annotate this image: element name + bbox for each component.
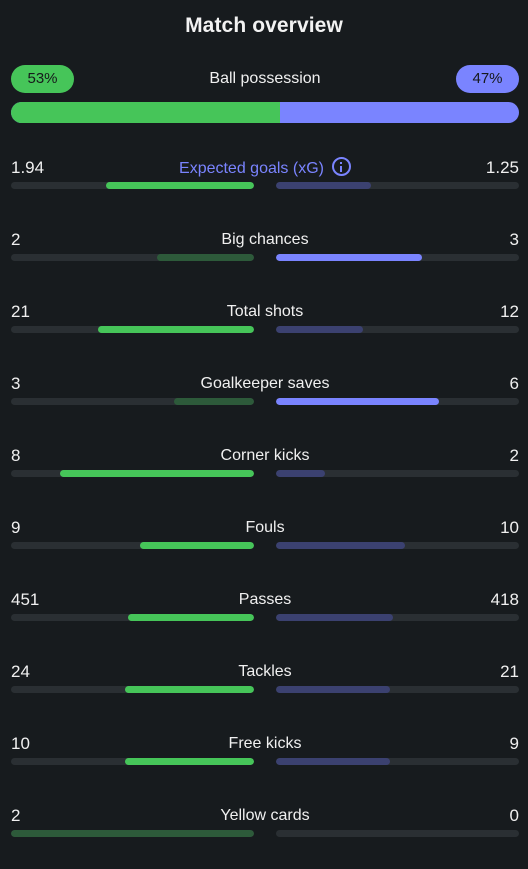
home-stat-track bbox=[11, 758, 254, 765]
ball-possession-header: 53% Ball possession 47% bbox=[11, 65, 519, 93]
stat-label-container: Big chances bbox=[11, 229, 519, 251]
away-stat-value: 21 bbox=[500, 662, 519, 681]
home-stat-value: 2 bbox=[11, 230, 21, 249]
home-stat-value: 21 bbox=[11, 302, 30, 321]
away-stat-fill bbox=[276, 758, 391, 765]
home-stat-track bbox=[11, 326, 254, 333]
stat-label-container: Fouls bbox=[11, 517, 519, 539]
home-stat-track bbox=[11, 614, 254, 621]
away-stat-fill bbox=[276, 614, 393, 621]
stat-label: Free kicks bbox=[228, 735, 302, 752]
away-stat-track bbox=[276, 182, 519, 189]
stat-label: Total shots bbox=[226, 303, 304, 320]
away-possession-badge: 47% bbox=[456, 65, 519, 93]
away-stat-fill bbox=[276, 398, 439, 405]
away-stat-track bbox=[276, 398, 519, 405]
away-stat-fill bbox=[276, 254, 422, 261]
stat-row: 8 Corner kicks 2 bbox=[11, 445, 519, 489]
home-stat-value: 451 bbox=[11, 590, 40, 609]
stat-label: Fouls bbox=[245, 519, 285, 536]
home-stat-fill bbox=[139, 542, 254, 549]
away-stat-track bbox=[276, 830, 519, 837]
stat-label-container: Free kicks bbox=[11, 733, 519, 755]
away-stat-track bbox=[276, 470, 519, 477]
stat-label: Goalkeeper saves bbox=[200, 375, 330, 392]
away-stat-value: 10 bbox=[500, 518, 519, 537]
home-stat-fill bbox=[127, 614, 254, 621]
away-stat-value: 3 bbox=[509, 230, 519, 249]
stat-row: 24 Tackles 21 bbox=[11, 661, 519, 705]
stat-row: 21 Total shots 12 bbox=[11, 301, 519, 345]
away-stat-fill bbox=[276, 326, 364, 333]
away-stat-value: 1.25 bbox=[485, 158, 519, 177]
away-stat-track bbox=[276, 254, 519, 261]
home-stat-track bbox=[11, 254, 254, 261]
stat-label: Big chances bbox=[221, 231, 309, 248]
home-possession-badge: 53% bbox=[11, 65, 74, 93]
away-stat-value: 2 bbox=[509, 446, 519, 465]
home-stat-fill bbox=[125, 686, 254, 693]
stat-row: 1.94 Expected goals (xG) 1.25 bbox=[11, 157, 519, 201]
home-stat-fill bbox=[105, 182, 254, 189]
home-stat-track bbox=[11, 542, 254, 549]
away-stat-fill bbox=[276, 542, 405, 549]
stat-label: Expected goals (xG) bbox=[179, 160, 324, 177]
away-stat-track bbox=[276, 758, 519, 765]
away-stat-fill bbox=[276, 182, 371, 189]
home-stat-value: 8 bbox=[11, 446, 21, 465]
stat-label: Yellow cards bbox=[220, 807, 310, 824]
home-stat-fill bbox=[59, 470, 254, 477]
info-icon[interactable] bbox=[331, 157, 351, 176]
home-stat-value: 2 bbox=[11, 806, 21, 825]
home-stat-value: 24 bbox=[11, 662, 30, 681]
home-stat-track bbox=[11, 398, 254, 405]
away-stat-track bbox=[276, 326, 519, 333]
away-stat-fill bbox=[276, 470, 325, 477]
home-stat-fill bbox=[125, 758, 254, 765]
away-stat-track bbox=[276, 542, 519, 549]
away-stat-value: 418 bbox=[490, 590, 519, 609]
stat-row: 3 Goalkeeper saves 6 bbox=[11, 373, 519, 417]
home-stat-fill bbox=[156, 254, 254, 261]
away-stat-track bbox=[276, 686, 519, 693]
home-stat-fill bbox=[98, 326, 254, 333]
home-possession-fill bbox=[11, 102, 281, 123]
stat-row: 2 Big chances 3 bbox=[11, 229, 519, 273]
away-stat-value: 6 bbox=[509, 374, 519, 393]
away-stat-value: 9 bbox=[509, 734, 519, 753]
stat-label-container: Total shots bbox=[11, 301, 519, 323]
away-stat-value: 0 bbox=[509, 806, 519, 825]
home-stat-value: 1.94 bbox=[11, 158, 45, 177]
stat-row: 9 Fouls 10 bbox=[11, 517, 519, 561]
stat-row: 451 Passes 418 bbox=[11, 589, 519, 633]
stat-label: Tackles bbox=[238, 663, 292, 680]
stat-label-container: Passes bbox=[11, 589, 519, 611]
stat-label-container: Corner kicks bbox=[11, 445, 519, 467]
home-stat-fill bbox=[173, 398, 254, 405]
home-stat-track bbox=[11, 686, 254, 693]
page-title: Match overview bbox=[185, 14, 343, 37]
stat-label-container: Tackles bbox=[11, 661, 519, 683]
home-stat-value: 10 bbox=[11, 734, 30, 753]
stat-label: Passes bbox=[238, 591, 292, 608]
stat-label-container: Yellow cards bbox=[11, 805, 519, 827]
ball-possession-bar bbox=[11, 102, 519, 123]
home-stat-fill bbox=[11, 830, 254, 837]
ball-possession-label: Ball possession bbox=[209, 70, 321, 87]
away-stat-track bbox=[276, 614, 519, 621]
away-stat-value: 12 bbox=[500, 302, 519, 321]
away-stat-fill bbox=[276, 686, 391, 693]
home-stat-value: 3 bbox=[11, 374, 21, 393]
home-stat-track bbox=[11, 470, 254, 477]
stat-row: 10 Free kicks 9 bbox=[11, 733, 519, 777]
home-stat-value: 9 bbox=[11, 518, 21, 537]
stat-label: Corner kicks bbox=[220, 447, 310, 464]
stat-label-container[interactable]: Expected goals (xG) bbox=[11, 157, 519, 180]
home-stat-track bbox=[11, 830, 254, 837]
stat-row: 2 Yellow cards 0 bbox=[11, 805, 519, 849]
home-stat-track bbox=[11, 182, 254, 189]
stat-label-container: Goalkeeper saves bbox=[11, 373, 519, 395]
